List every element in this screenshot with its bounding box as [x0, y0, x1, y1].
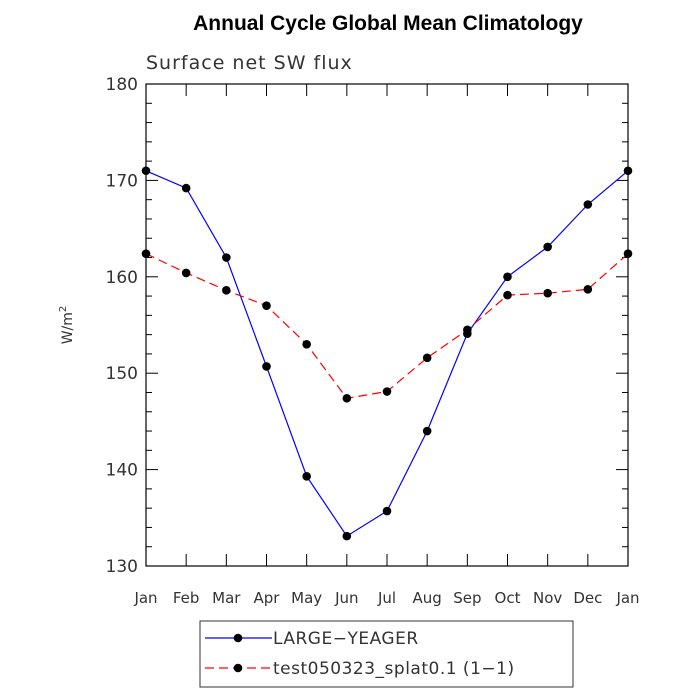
data-point: [623, 249, 633, 258]
x-tick-label: Aug: [413, 589, 442, 607]
x-tick-label: Jun: [334, 589, 358, 607]
data-point: [382, 506, 392, 516]
y-axis-label-text: W/m: [60, 312, 76, 344]
data-point: [422, 353, 432, 363]
x-tick-label: Jan: [133, 589, 157, 607]
x-tick-label: Feb: [173, 589, 200, 607]
series-line: [145, 253, 629, 399]
data-point: [181, 268, 191, 278]
data-point: [222, 253, 231, 262]
plot-frame: [145, 83, 629, 567]
series-line: [145, 170, 629, 537]
x-tick-label: Nov: [533, 589, 562, 607]
data-point: [543, 242, 552, 252]
series-group: [141, 166, 633, 541]
legend-entries: LARGE−YEAGER test050323_splat0.1 (1−1): [205, 629, 515, 679]
data-point: [302, 339, 311, 349]
chart-subtitle: Surface net SW flux: [146, 52, 353, 74]
chart-title: Annual Cycle Global Mean Climatology: [193, 12, 583, 35]
y-tick-label: 170: [106, 171, 138, 191]
legend-marker: [233, 663, 243, 673]
data-point: [222, 285, 231, 295]
data-point: [342, 531, 352, 541]
data-point: [141, 249, 151, 258]
legend-label: LARGE−YEAGER: [273, 629, 419, 649]
data-point: [503, 290, 512, 300]
y-tick-label: 180: [106, 75, 138, 95]
data-point: [262, 362, 271, 371]
data-point: [583, 285, 593, 294]
legend: [199, 620, 574, 688]
legend-label: test050323_splat0.1 (1−1): [273, 659, 515, 679]
y-tick-label: 150: [106, 364, 138, 384]
y-axis-ticks: 130 140 150 160 170 180: [106, 75, 628, 577]
data-point: [583, 200, 593, 209]
y-axis-label-superscript: 2: [58, 306, 69, 312]
data-point: [463, 325, 472, 335]
x-tick-label: Dec: [573, 589, 602, 607]
x-tick-label: Jul: [377, 589, 396, 607]
data-point: [422, 426, 432, 436]
x-tick-label: May: [291, 589, 322, 607]
x-tick-label: Mar: [212, 589, 241, 607]
data-point: [382, 387, 392, 396]
data-point: [262, 301, 271, 311]
y-tick-label: 130: [106, 557, 138, 577]
y-axis-label: W/m2: [58, 306, 76, 345]
y-tick-label: 140: [106, 461, 138, 481]
x-axis-ticks: Jan Feb Mar Apr May Jun Jul Aug Sep Oct Nov Dec Jan: [133, 84, 640, 607]
legend-marker: [233, 633, 243, 643]
data-point: [302, 472, 311, 481]
x-tick-label: Oct: [495, 589, 521, 607]
data-point: [342, 393, 352, 403]
data-point: [503, 272, 512, 282]
x-tick-label: Apr: [254, 589, 281, 607]
y-tick-label: 160: [106, 268, 138, 288]
data-point: [623, 166, 633, 176]
data-point: [141, 166, 151, 176]
x-tick-label: Jan: [615, 589, 639, 607]
data-point: [543, 288, 552, 298]
x-tick-label: Sep: [453, 589, 481, 607]
data-point: [181, 183, 191, 193]
